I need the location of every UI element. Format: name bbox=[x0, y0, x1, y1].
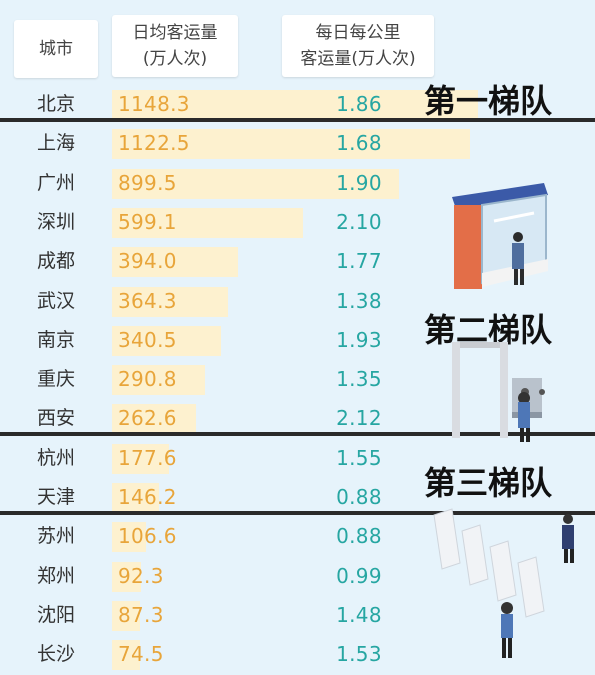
table-row: 武汉 364.3 1.38 bbox=[0, 282, 595, 321]
value-bar bbox=[112, 365, 205, 396]
header-daily-line1: 日均客运量 bbox=[132, 23, 218, 43]
daily-ridership-value: 599.1 bbox=[118, 209, 177, 234]
table-row: 深圳 599.1 2.10 bbox=[0, 203, 595, 242]
table-row: 郑州 92.3 0.99 bbox=[0, 557, 595, 596]
ridership-density-value: 1.35 bbox=[336, 367, 382, 392]
ridership-density-value: 1.86 bbox=[336, 92, 382, 116]
value-bar bbox=[112, 522, 146, 553]
value-bar bbox=[112, 286, 229, 317]
daily-ridership-value: 92.3 bbox=[118, 563, 164, 588]
table-row: 天津 146.2 0.88 bbox=[0, 478, 595, 517]
tier-divider-2 bbox=[0, 432, 595, 436]
daily-ridership-value: 74.5 bbox=[118, 642, 164, 667]
header-density: 每日每公里 客运量(万人次) bbox=[282, 15, 434, 77]
table-row: 西安 262.6 2.12 bbox=[0, 399, 595, 438]
value-bar bbox=[112, 247, 238, 278]
value-bar bbox=[112, 561, 142, 592]
ridership-density-value: 1.48 bbox=[336, 602, 382, 627]
table-row: 长沙 74.5 1.53 bbox=[0, 635, 595, 674]
ridership-density-value: 2.12 bbox=[336, 406, 382, 431]
value-bar bbox=[112, 404, 196, 435]
table-row: 南京 340.5 1.93 bbox=[0, 321, 595, 360]
city-name: 南京 bbox=[36, 328, 75, 351]
value-bar bbox=[112, 207, 303, 238]
value-bar bbox=[112, 443, 169, 474]
ridership-density-value: 1.55 bbox=[336, 445, 382, 470]
value-bar bbox=[112, 129, 470, 160]
header-city-label: 城市 bbox=[39, 39, 73, 59]
ridership-density-value: 0.88 bbox=[336, 485, 382, 509]
table-row: 成都 394.0 1.77 bbox=[0, 242, 595, 281]
tier-label-first: 第一梯队 bbox=[424, 82, 553, 120]
ridership-density-value: 1.90 bbox=[336, 170, 382, 195]
header-density-line2: 客运量(万人次) bbox=[300, 49, 416, 69]
table-row: 广州 899.5 1.90 bbox=[0, 164, 595, 203]
city-name: 郑州 bbox=[36, 564, 75, 587]
daily-ridership-value: 262.6 bbox=[118, 406, 177, 431]
table-row: 重庆 290.8 1.35 bbox=[0, 360, 595, 399]
header-daily: 日均客运量 (万人次) bbox=[112, 15, 238, 77]
city-name: 成都 bbox=[36, 250, 75, 273]
value-bar bbox=[112, 600, 140, 631]
daily-ridership-value: 146.2 bbox=[118, 485, 177, 509]
city-name: 苏州 bbox=[36, 525, 75, 548]
tier-divider-3 bbox=[0, 511, 595, 515]
ridership-density-value: 1.77 bbox=[336, 249, 382, 274]
table-row: 杭州 177.6 1.55 bbox=[0, 439, 595, 478]
daily-ridership-value: 340.5 bbox=[118, 327, 177, 352]
value-bar bbox=[112, 483, 159, 513]
ridership-density-value: 1.68 bbox=[336, 131, 382, 156]
city-name: 重庆 bbox=[36, 368, 75, 391]
table-row: 沈阳 87.3 1.48 bbox=[0, 596, 595, 635]
city-name: 沈阳 bbox=[36, 603, 75, 626]
daily-ridership-value: 1148.3 bbox=[118, 92, 190, 116]
header-city: 城市 bbox=[14, 20, 98, 78]
tier-label-second: 第二梯队 bbox=[424, 311, 553, 349]
city-name: 北京 bbox=[36, 93, 75, 115]
ridership-density-value: 0.88 bbox=[336, 524, 382, 549]
table-row: 上海 1122.5 1.68 bbox=[0, 124, 595, 163]
value-bar bbox=[112, 90, 478, 120]
city-name: 西安 bbox=[36, 407, 75, 430]
value-bar bbox=[112, 640, 140, 671]
header-daily-line2: (万人次) bbox=[142, 49, 208, 69]
ridership-density-value: 1.53 bbox=[336, 642, 382, 667]
table-row: 北京 1148.3 1.86 bbox=[0, 85, 595, 124]
daily-ridership-value: 290.8 bbox=[118, 367, 177, 392]
daily-ridership-value: 364.3 bbox=[118, 288, 177, 313]
value-bar bbox=[112, 168, 399, 199]
daily-ridership-value: 899.5 bbox=[118, 170, 177, 195]
city-name: 广州 bbox=[36, 171, 75, 194]
daily-ridership-value: 87.3 bbox=[118, 602, 164, 627]
tier-divider-1 bbox=[0, 118, 595, 122]
daily-ridership-value: 177.6 bbox=[118, 445, 177, 470]
tier-label-third: 第三梯队 bbox=[424, 464, 553, 502]
city-name: 上海 bbox=[36, 132, 75, 155]
ridership-density-value: 1.38 bbox=[336, 288, 382, 313]
city-name: 杭州 bbox=[36, 446, 75, 469]
ridership-density-value: 1.93 bbox=[336, 327, 382, 352]
daily-ridership-value: 1122.5 bbox=[118, 131, 190, 156]
city-name: 天津 bbox=[36, 486, 75, 508]
daily-ridership-value: 106.6 bbox=[118, 524, 177, 549]
daily-ridership-value: 394.0 bbox=[118, 249, 177, 274]
city-name: 武汉 bbox=[36, 289, 75, 312]
city-name: 长沙 bbox=[36, 643, 75, 666]
ridership-density-value: 2.10 bbox=[336, 209, 382, 234]
value-bar bbox=[112, 325, 221, 356]
ridership-density-value: 0.99 bbox=[336, 563, 382, 588]
table-row: 苏州 106.6 0.88 bbox=[0, 517, 595, 556]
city-name: 深圳 bbox=[36, 210, 75, 233]
header-density-line1: 每日每公里 bbox=[315, 23, 401, 43]
